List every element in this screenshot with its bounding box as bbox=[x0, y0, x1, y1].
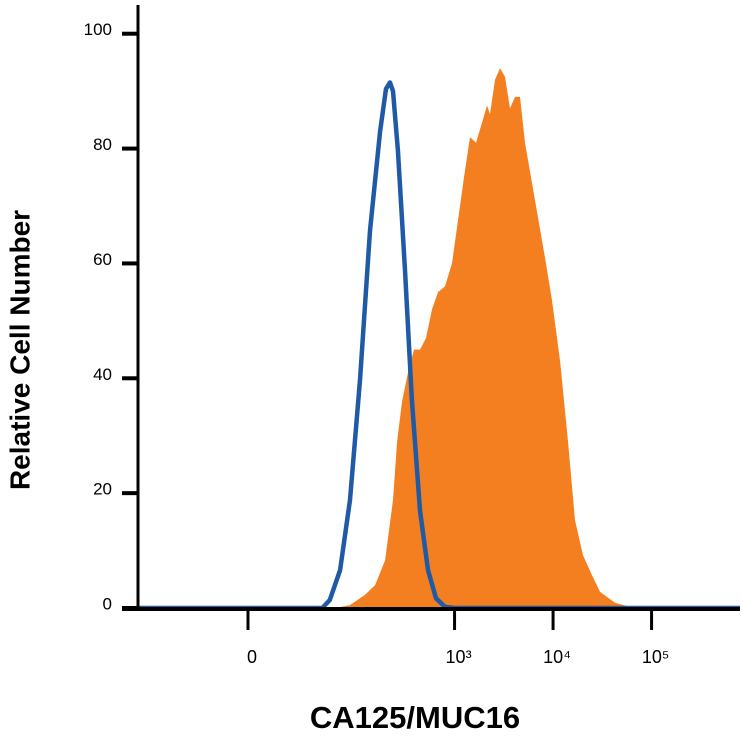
x-tick-label: 10⁴ bbox=[543, 647, 571, 667]
y-tick-label: 0 bbox=[103, 594, 112, 613]
x-axis-title: CA125/MUC16 bbox=[310, 700, 520, 735]
y-tick-label: 80 bbox=[93, 135, 112, 154]
x-tick-label: 0 bbox=[247, 647, 257, 667]
y-tick-label: 100 bbox=[84, 20, 112, 39]
histogram-line bbox=[138, 80, 740, 611]
histogram-area bbox=[138, 68, 740, 608]
y-tick-label: 60 bbox=[93, 250, 112, 269]
x-tick-label: 10⁵ bbox=[642, 647, 669, 667]
x-tick-label: 10³ bbox=[446, 647, 472, 667]
y-axis-title: Relative Cell Number bbox=[4, 210, 35, 490]
y-tick-label: 20 bbox=[93, 480, 112, 499]
y-tick-label: 40 bbox=[93, 365, 112, 384]
